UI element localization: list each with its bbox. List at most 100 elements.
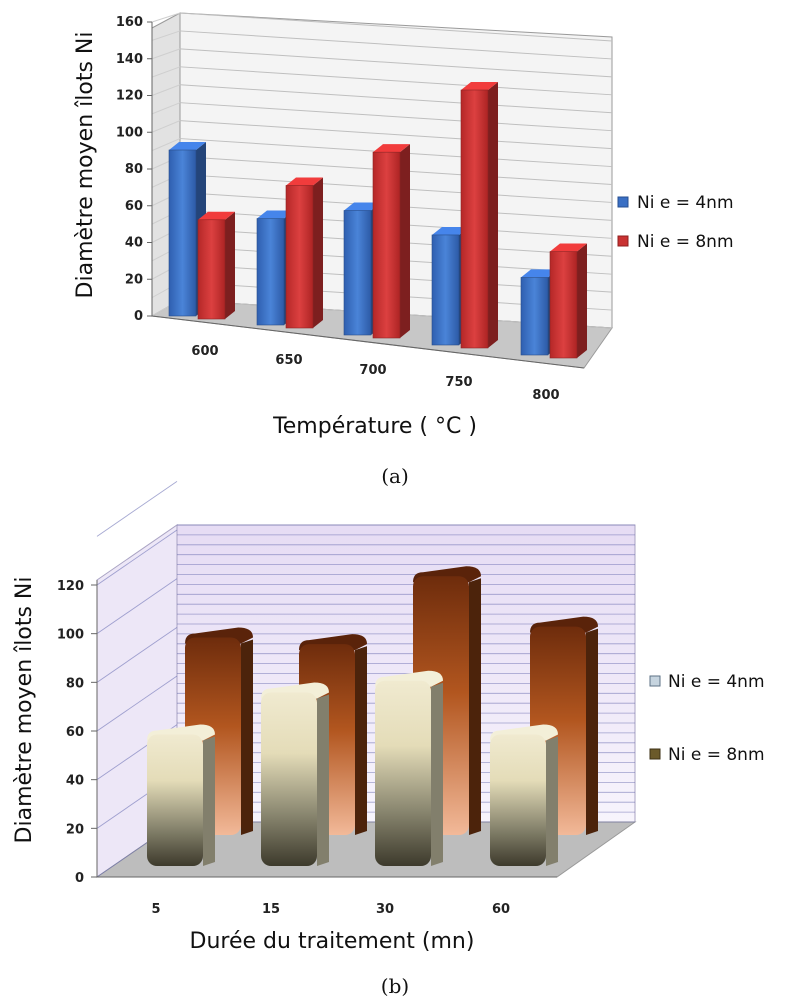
bar-nie4nm-60	[490, 734, 546, 866]
gridline	[151, 66, 181, 78]
x-tick-label: 30	[376, 902, 394, 917]
bar-side	[400, 144, 410, 338]
bar-nie4nm-650	[256, 218, 285, 326]
gridline	[179, 84, 613, 114]
chart-a: 0 20 40 60 80 100 120 140 160 600 650 700 750 800 Di…	[73, 12, 734, 488]
gridline	[96, 529, 178, 586]
gridline	[179, 48, 613, 78]
chart-b-bars	[147, 566, 598, 866]
bar-nie4nm-30	[375, 680, 431, 866]
gridline	[151, 12, 181, 23]
bar-nie4nm-750	[431, 234, 460, 346]
y-tick-label: 100	[116, 125, 143, 140]
bar-side	[225, 211, 235, 319]
chart-b-x-tick-labels: 5 15 30 60	[151, 902, 510, 917]
bar-depth	[355, 646, 367, 835]
bar-depth	[469, 578, 481, 835]
bar-top	[198, 211, 235, 220]
chart-b: 0 20 40 60 80 100 120 5 15 30 60 Diamètre moyen î…	[12, 480, 765, 998]
bar-top	[257, 210, 294, 219]
chart-a-caption: (a)	[381, 464, 409, 488]
y-tick-label: 100	[57, 628, 84, 643]
chart-a-legend-label-4nm: Ni e = 4nm	[637, 193, 734, 213]
chart-a-legend-swatch-4nm	[617, 196, 629, 208]
y-tick-label: 20	[66, 822, 84, 837]
bar-top	[373, 144, 410, 153]
gridline	[151, 138, 181, 152]
x-tick-label: 650	[275, 353, 302, 368]
bar-nie8nm-700	[372, 151, 401, 339]
y-tick-label: 60	[66, 725, 84, 740]
bar-nie4nm-15	[261, 692, 317, 866]
chart-b-x-axis-label: Durée du traitement (mn)	[190, 929, 475, 954]
x-tick-label: 60	[492, 902, 510, 917]
gridline	[179, 102, 613, 132]
gridline	[96, 578, 178, 635]
bar-depth	[203, 736, 215, 866]
x-tick-label: 750	[445, 375, 472, 390]
bar-side	[313, 177, 323, 328]
bar-nie8nm-650	[285, 185, 314, 329]
bar-nie8nm-600	[197, 219, 226, 320]
bar-depth	[431, 682, 443, 866]
chart-b-legend-label-4nm: Ni e = 4nm	[668, 672, 765, 692]
chart-b-y-tick-labels: 0 20 40 60 80 100 120	[57, 579, 97, 886]
gridline	[96, 675, 178, 732]
chart-a-bars	[168, 82, 587, 359]
y-tick-label: 0	[134, 309, 143, 324]
bar-top	[521, 269, 558, 278]
chart-a-x-axis	[151, 315, 585, 369]
bar-top	[169, 142, 206, 151]
bar-top	[432, 226, 469, 235]
chart-b-legend-swatch-4nm	[649, 675, 661, 687]
chart-a-legend-swatch-8nm	[617, 235, 629, 247]
chart-b-legend-label-8nm: Ni e = 8nm	[668, 745, 765, 765]
chart-a-y-tick-labels: 0 20 40 60 80 100 120 140 160	[116, 15, 152, 324]
y-tick-label: 0	[75, 871, 84, 886]
chart-b-legend: Ni e = 4nm Ni e = 8nm	[649, 672, 765, 765]
bar-top	[461, 82, 498, 90]
bar-top	[344, 202, 381, 211]
x-tick-label: 700	[359, 363, 386, 378]
bar-nie4nm-700	[343, 210, 372, 336]
gridline	[151, 48, 181, 60]
bar-depth	[546, 736, 558, 866]
bar-nie4nm-800	[520, 277, 549, 356]
y-tick-label: 160	[116, 15, 143, 30]
gridline	[151, 84, 181, 96]
chart-b-y-axis-label: Diamètre moyen îlots Ni	[12, 577, 37, 844]
bar-nie8nm-750	[460, 89, 489, 349]
bar-depth	[317, 694, 329, 866]
bar-nie4nm-600	[168, 149, 197, 317]
gridline	[179, 120, 613, 150]
y-tick-label: 40	[125, 236, 143, 251]
y-tick-label: 140	[116, 52, 143, 67]
x-tick-label: 15	[262, 902, 280, 917]
y-tick-label: 120	[57, 579, 84, 594]
gridline	[151, 30, 181, 41]
bar-depth	[586, 628, 598, 835]
chart-b-caption: (b)	[381, 974, 409, 998]
bar-depth	[241, 639, 253, 835]
bar-top	[286, 177, 323, 186]
chart-a-x-tick-labels: 600 650 700 750 800	[191, 344, 559, 403]
bar-nie4nm-5	[147, 734, 203, 866]
gridline	[96, 480, 178, 537]
chart-a-legend-label-8nm: Ni e = 8nm	[637, 232, 734, 252]
x-tick-label: 600	[191, 344, 218, 359]
y-tick-label: 80	[66, 676, 84, 691]
bar-top	[550, 243, 587, 252]
chart-b-legend-swatch-8nm	[649, 748, 661, 760]
y-tick-label: 120	[116, 89, 143, 104]
y-tick-label: 40	[66, 774, 84, 789]
x-tick-label: 800	[532, 388, 559, 403]
y-tick-label: 80	[125, 162, 143, 177]
gridline	[96, 626, 178, 683]
y-tick-label: 60	[125, 199, 143, 214]
gridline	[179, 12, 613, 42]
gridline	[151, 102, 181, 115]
bar-side	[488, 82, 498, 348]
bar-nie8nm-800	[549, 251, 578, 359]
chart-a-y-axis-label: Diamètre moyen îlots Ni	[73, 32, 98, 299]
